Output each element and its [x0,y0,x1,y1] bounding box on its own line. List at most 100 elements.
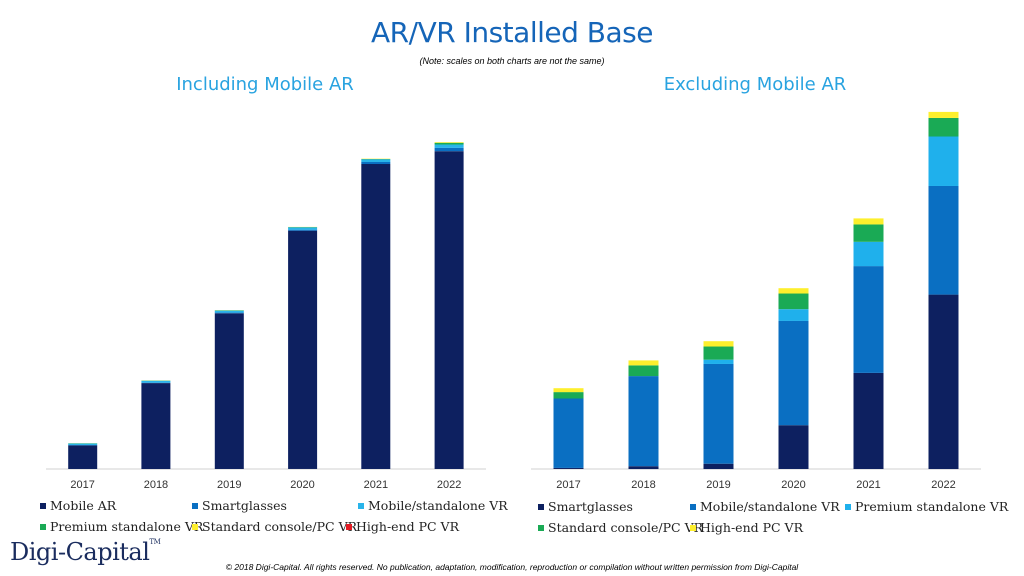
x-tick-label: 2019 [706,479,730,491]
bar-segment [703,359,734,364]
bar-segment [434,142,464,143]
x-tick-label: 2017 [70,479,94,491]
x-tick-label: 2022 [437,479,461,491]
bar-segment [778,288,809,294]
bar-segment [361,164,391,469]
bar-segment [703,364,734,464]
x-tick-label: 2021 [856,479,880,491]
legend-label: Premium standalone VR [855,499,1009,514]
bar-segment [778,320,809,426]
bar-segment [553,392,584,399]
bar-segment [214,310,244,313]
logo-tm: TM [149,538,161,546]
bar-segment [288,229,318,231]
bar-segment [434,142,464,145]
bar-segment [703,463,734,470]
legend-swatch [538,524,544,531]
legend-item: Premium standalone VR [845,499,1008,514]
legend-label: Smartglasses [202,498,287,513]
legend-item: High-end PC VR [690,520,803,535]
bar-segment [214,312,244,314]
legend-item: Standard console/PC VR [192,519,357,534]
bar-segment [434,151,464,469]
legend-label: Mobile/standalone VR [700,499,840,514]
legend-swatch [845,503,851,510]
bar-segment [288,230,318,469]
legend-label: Mobile/standalone VR [368,498,508,513]
bar-segment [778,293,809,310]
legend-swatch [538,503,544,510]
legend-label: Mobile AR [50,498,117,513]
bar-segment [928,118,959,137]
legend-swatch [40,502,46,509]
bar-segment [778,309,809,321]
bar-segment [703,341,734,347]
x-tick-label: 2020 [781,479,805,491]
legend-item: High-end PC VR [346,519,459,534]
bar-segment [703,346,734,360]
bar-segment [928,136,959,186]
bar-segment [778,425,809,469]
bar-segment [628,365,659,377]
bar-segment [628,466,659,470]
legend-item: Smartglasses [538,499,633,514]
legend-swatch [690,503,696,510]
bar-segment [853,218,884,225]
legend-item: Mobile/standalone VR [358,498,508,513]
legend-swatch [358,502,364,509]
x-tick-label: 2019 [217,479,241,491]
x-tick-label: 2018 [631,479,655,491]
left-chart-title: Including Mobile AR [176,74,354,95]
legend-label: Standard console/PC VR [202,519,358,534]
bar-segment [361,162,391,165]
x-tick-label: 2022 [931,479,955,491]
legend-swatch [346,523,352,530]
legend-item: Smartglasses [192,498,287,513]
legend-swatch [192,502,198,509]
bar-segment [853,224,884,242]
bar-segment [853,241,884,267]
legend-item: Premium standalone VR [40,519,203,534]
copyright-footer: © 2018 Digi-Capital. All rights reserved… [225,562,799,572]
legend-label: Smartglasses [548,499,633,514]
bar-segment [553,467,584,469]
x-tick-label: 2021 [364,479,388,491]
bar-segment [68,445,98,469]
bar-segment [141,383,171,470]
bar-segment [628,360,659,366]
x-tick-label: 2017 [556,479,580,491]
logo-text: Digi-Capital [10,538,150,566]
legend-label: High-end PC VR [700,520,803,535]
legend-swatch [192,523,198,530]
bar-segment [214,313,244,469]
bar-segment [434,147,464,152]
bar-segment [553,398,584,468]
bar-segment [628,376,659,467]
scale-note: (Note: scales on both charts are not the… [419,56,605,66]
bar-segment [928,186,959,295]
bar-segment [288,227,318,230]
bar-segment [928,111,959,118]
bar-segment [553,388,584,393]
legend-item: Mobile AR [40,498,116,513]
bar-segment [141,380,171,383]
bar-segment [434,144,464,148]
bar-segment [361,159,391,162]
legend-label: Standard console/PC VR [548,520,704,535]
digi-capital-logo: Digi-CapitalTM [10,538,161,566]
legend-label: High-end PC VR [356,519,459,534]
page-title: AR/VR Installed Base [371,16,653,49]
legend-swatch [40,523,46,530]
legend-item: Standard console/PC VR [538,520,703,535]
x-tick-label: 2018 [144,479,168,491]
x-tick-label: 2020 [290,479,314,491]
legend-item: Mobile/standalone VR [690,499,840,514]
bar-segment [853,266,884,373]
legend-swatch [690,524,696,531]
bar-segment [853,372,884,470]
bar-segment [68,443,98,446]
right-chart-title: Excluding Mobile AR [663,74,847,95]
bar-segment [928,294,959,470]
